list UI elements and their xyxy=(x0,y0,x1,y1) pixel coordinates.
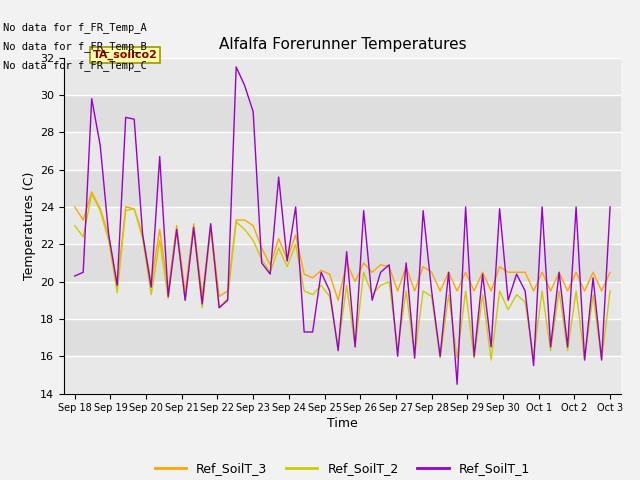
Ref_SoilT_1 xyxy=(606,204,614,210)
Ref_SoilT_3 xyxy=(88,189,95,195)
Bar xyxy=(64,58,621,95)
Ref_SoilT_1 xyxy=(419,208,427,214)
Ref_SoilT_3 xyxy=(606,269,614,275)
Ref_SoilT_1 xyxy=(232,64,240,70)
Title: Alfalfa Forerunner Temperatures: Alfalfa Forerunner Temperatures xyxy=(219,37,466,52)
Bar xyxy=(64,132,621,169)
Ref_SoilT_2 xyxy=(147,292,155,298)
Ref_SoilT_1 xyxy=(71,273,79,279)
Ref_SoilT_2 xyxy=(88,191,95,197)
Bar xyxy=(64,207,621,244)
Ref_SoilT_3 xyxy=(428,269,435,275)
Ref_SoilT_1 xyxy=(428,288,435,294)
Bar xyxy=(64,319,621,356)
X-axis label: Time: Time xyxy=(327,418,358,431)
Line: Ref_SoilT_2: Ref_SoilT_2 xyxy=(75,194,610,360)
Line: Ref_SoilT_3: Ref_SoilT_3 xyxy=(75,192,610,300)
Ref_SoilT_3 xyxy=(71,204,79,210)
Text: No data for f_FR_Temp_A: No data for f_FR_Temp_A xyxy=(3,22,147,33)
Ref_SoilT_2 xyxy=(343,282,351,288)
Ref_SoilT_3 xyxy=(351,279,359,285)
Ref_SoilT_3 xyxy=(436,288,444,294)
Bar xyxy=(64,356,621,394)
Text: No data for f_FR_Temp_C: No data for f_FR_Temp_C xyxy=(3,60,147,71)
Ref_SoilT_2 xyxy=(377,282,385,288)
Bar xyxy=(64,95,621,132)
Ref_SoilT_2 xyxy=(300,288,308,294)
Text: No data for f_FR_Temp_B: No data for f_FR_Temp_B xyxy=(3,41,147,52)
Ref_SoilT_2 xyxy=(419,288,427,294)
Legend: Ref_SoilT_3, Ref_SoilT_2, Ref_SoilT_1: Ref_SoilT_3, Ref_SoilT_2, Ref_SoilT_1 xyxy=(150,457,535,480)
Ref_SoilT_3 xyxy=(334,298,342,303)
Ref_SoilT_1 xyxy=(139,232,147,238)
Y-axis label: Temperatures (C): Temperatures (C) xyxy=(23,171,36,280)
Ref_SoilT_3 xyxy=(147,281,155,287)
Ref_SoilT_1 xyxy=(377,269,385,275)
Ref_SoilT_2 xyxy=(71,223,79,228)
Ref_SoilT_2 xyxy=(428,294,435,300)
Text: TA_soilco2: TA_soilco2 xyxy=(93,49,157,60)
Line: Ref_SoilT_1: Ref_SoilT_1 xyxy=(75,67,610,384)
Ref_SoilT_2 xyxy=(487,357,495,363)
Ref_SoilT_3 xyxy=(385,264,393,270)
Ref_SoilT_1 xyxy=(300,329,308,335)
Bar xyxy=(64,244,621,282)
Ref_SoilT_1 xyxy=(343,249,351,254)
Ref_SoilT_1 xyxy=(453,382,461,387)
Ref_SoilT_2 xyxy=(606,288,614,294)
Ref_SoilT_3 xyxy=(300,271,308,277)
Bar xyxy=(64,169,621,207)
Bar xyxy=(64,282,621,319)
